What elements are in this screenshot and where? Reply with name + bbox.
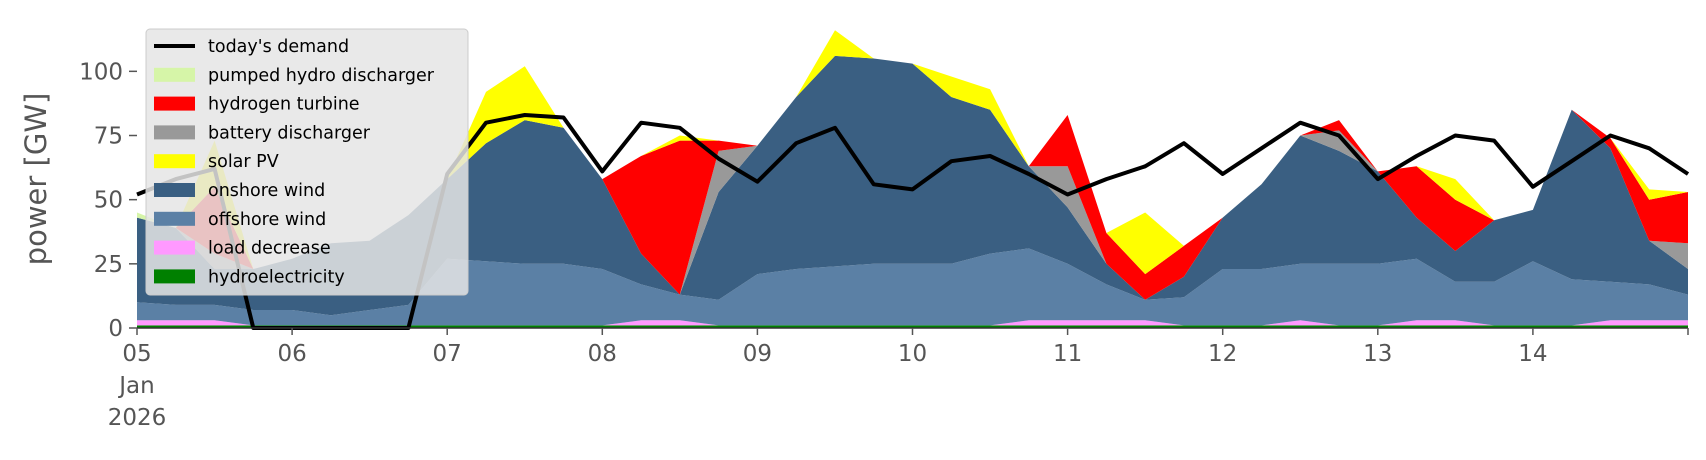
x-tick-label: Jan <box>117 373 154 399</box>
y-tick-label: 100 <box>79 59 123 85</box>
y-tick-label: 0 <box>108 316 123 342</box>
x-tick-group: 05 Jan 2026 06 07 08 09 10 11 12 13 14 <box>108 328 1689 431</box>
y-axis-label: power [GW] <box>19 93 53 266</box>
legend-swatch <box>154 96 195 111</box>
legend-swatch <box>154 240 195 255</box>
legend-box <box>145 28 469 296</box>
x-tick-label: 10 <box>898 341 927 367</box>
y-tick-label: 75 <box>94 124 123 150</box>
x-tick-label: 12 <box>1208 341 1237 367</box>
axes: 05 Jan 2026 06 07 08 09 10 11 12 13 14 0 25 50 75 100 p… <box>19 59 1689 431</box>
area-onshore-wind <box>137 55 1688 316</box>
area-solar-pv <box>137 30 1688 275</box>
legend-swatch <box>154 269 195 284</box>
x-tick-label: 07 <box>433 341 462 367</box>
legend-entry-label: battery discharger <box>208 123 371 143</box>
legend-entry-label: hydrogen turbine <box>208 95 360 115</box>
legend-swatch <box>154 211 195 226</box>
x-tick-label: 13 <box>1363 341 1392 367</box>
stacked-area-layer <box>137 30 1688 328</box>
legend-swatch <box>154 125 195 140</box>
x-tick-label: 14 <box>1518 341 1547 367</box>
x-tick-label: 2026 <box>108 405 167 431</box>
x-tick-label: 09 <box>743 341 772 367</box>
legend-entry-label: offshore wind <box>208 210 326 230</box>
legend-entry-label: load decrease <box>208 239 331 259</box>
legend-swatch <box>154 67 195 82</box>
area-offshore-wind <box>137 248 1688 326</box>
legend-entry-label: solar PV <box>208 152 279 172</box>
y-tick-label: 25 <box>94 252 123 278</box>
y-tick-label: 50 <box>94 188 123 214</box>
legend-entry-label: today's demand <box>208 37 349 57</box>
legend-swatch <box>154 183 195 197</box>
legend-swatch <box>154 154 195 169</box>
legend-entry-label: pumped hydro discharger <box>208 66 435 86</box>
legend: today's demand pumped hydro discharger hyd… <box>145 28 469 296</box>
legend-entry-label: hydroelectricity <box>208 267 345 287</box>
x-tick-label: 06 <box>277 341 306 367</box>
x-tick-label: 05 <box>122 341 151 367</box>
x-tick-label: 11 <box>1053 341 1082 367</box>
x-tick-label: 08 <box>588 341 617 367</box>
legend-entry-label: onshore wind <box>208 181 325 201</box>
y-tick-group: 0 25 50 75 100 <box>79 59 137 342</box>
area-load-decrease <box>137 320 1688 326</box>
